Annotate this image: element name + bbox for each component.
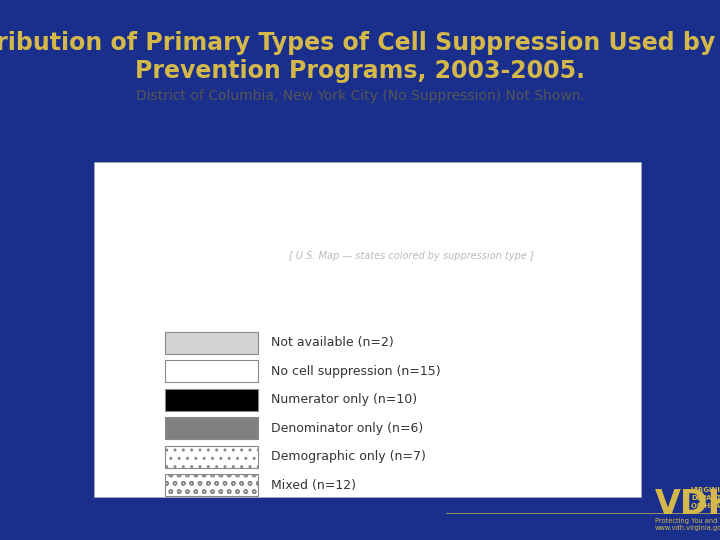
Text: [ U.S. Map — states colored by suppression type ]: [ U.S. Map — states colored by suppressi… <box>289 251 534 261</box>
Text: Distribution of Primary Types of Cell Suppression Used by STD: Distribution of Primary Types of Cell Su… <box>0 31 720 55</box>
Bar <box>165 417 258 439</box>
Bar <box>165 360 258 382</box>
Text: www.vdh.virginia.gov: www.vdh.virginia.gov <box>655 525 720 531</box>
Bar <box>165 389 258 410</box>
Text: Demographic only (n=7): Demographic only (n=7) <box>271 450 426 463</box>
Bar <box>165 446 258 468</box>
Text: Numerator only (n=10): Numerator only (n=10) <box>271 393 418 406</box>
Text: VDH: VDH <box>655 488 720 522</box>
Text: District of Columbia, New York City (No Suppression) Not Shown.: District of Columbia, New York City (No … <box>135 89 585 103</box>
Text: VIRGINIA
DEPARTMENT
OF HEALTH: VIRGINIA DEPARTMENT OF HEALTH <box>691 487 720 509</box>
Text: Denominator only (n=6): Denominator only (n=6) <box>271 422 423 435</box>
Bar <box>165 474 258 496</box>
Text: Not available (n=2): Not available (n=2) <box>271 336 394 349</box>
Text: Prevention Programs, 2003-2005.: Prevention Programs, 2003-2005. <box>135 59 585 83</box>
Bar <box>94 162 641 497</box>
Bar <box>165 332 258 354</box>
Text: Protecting You and Your Environment: Protecting You and Your Environment <box>655 517 720 524</box>
Text: No cell suppression (n=15): No cell suppression (n=15) <box>271 364 441 378</box>
Text: Mixed (n=12): Mixed (n=12) <box>271 478 356 491</box>
